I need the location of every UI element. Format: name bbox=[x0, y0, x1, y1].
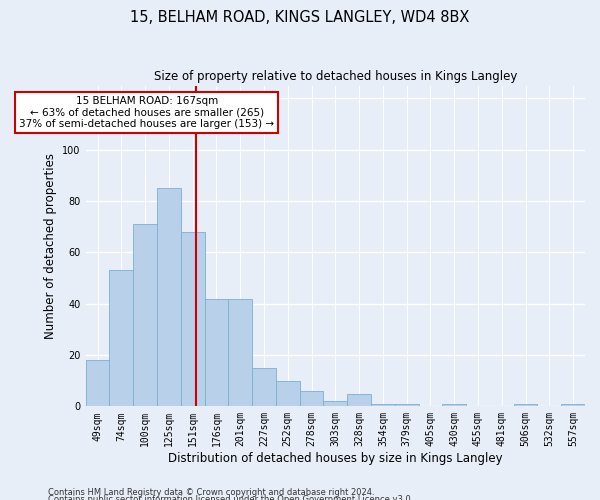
Bar bbox=[133, 224, 157, 406]
X-axis label: Distribution of detached houses by size in Kings Langley: Distribution of detached houses by size … bbox=[168, 452, 503, 465]
Bar bbox=[252, 368, 276, 406]
Bar bbox=[323, 401, 347, 406]
Bar bbox=[205, 298, 229, 406]
Bar bbox=[86, 360, 109, 406]
Bar bbox=[395, 404, 419, 406]
Bar bbox=[299, 391, 323, 406]
Bar bbox=[442, 404, 466, 406]
Bar bbox=[276, 380, 299, 406]
Bar bbox=[371, 404, 395, 406]
Bar bbox=[229, 298, 252, 406]
Text: Contains HM Land Registry data © Crown copyright and database right 2024.: Contains HM Land Registry data © Crown c… bbox=[48, 488, 374, 497]
Text: Contains public sector information licensed under the Open Government Licence v3: Contains public sector information licen… bbox=[48, 496, 413, 500]
Bar bbox=[157, 188, 181, 406]
Bar bbox=[181, 232, 205, 406]
Bar bbox=[347, 394, 371, 406]
Text: 15 BELHAM ROAD: 167sqm
← 63% of detached houses are smaller (265)
37% of semi-de: 15 BELHAM ROAD: 167sqm ← 63% of detached… bbox=[19, 96, 274, 129]
Bar bbox=[109, 270, 133, 406]
Title: Size of property relative to detached houses in Kings Langley: Size of property relative to detached ho… bbox=[154, 70, 517, 83]
Bar bbox=[514, 404, 538, 406]
Y-axis label: Number of detached properties: Number of detached properties bbox=[44, 153, 57, 339]
Text: 15, BELHAM ROAD, KINGS LANGLEY, WD4 8BX: 15, BELHAM ROAD, KINGS LANGLEY, WD4 8BX bbox=[130, 10, 470, 25]
Bar bbox=[561, 404, 585, 406]
